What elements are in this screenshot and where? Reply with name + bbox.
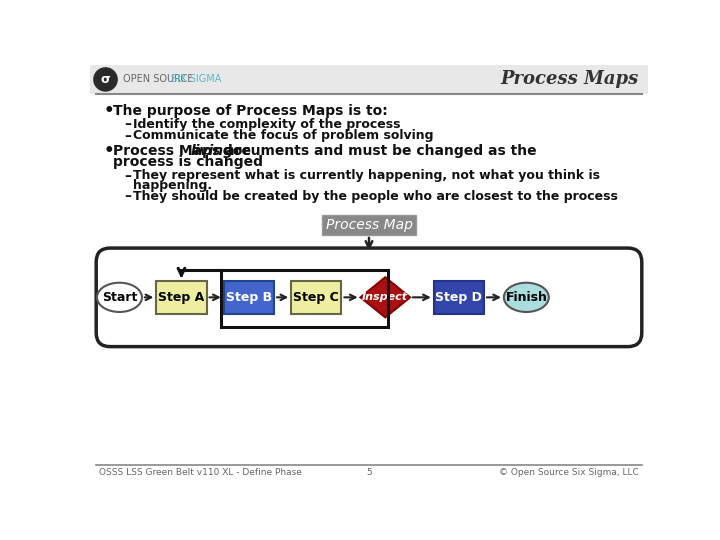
Text: They represent what is currently happening, not what you think is: They represent what is currently happeni…	[133, 169, 600, 182]
Text: living: living	[191, 144, 234, 158]
Text: The purpose of Process Maps is to:: The purpose of Process Maps is to:	[113, 104, 388, 118]
Text: Process Maps: Process Maps	[500, 70, 639, 89]
Text: Step C: Step C	[294, 291, 339, 304]
Text: Inspect: Inspect	[362, 292, 408, 302]
Text: –: –	[124, 168, 131, 183]
Ellipse shape	[97, 283, 142, 312]
FancyBboxPatch shape	[291, 281, 341, 314]
Text: Step A: Step A	[158, 291, 204, 304]
Circle shape	[94, 68, 117, 91]
Text: © Open Source Six Sigma, LLC: © Open Source Six Sigma, LLC	[499, 468, 639, 477]
Text: OPEN SOURCE: OPEN SOURCE	[122, 75, 196, 84]
Text: They should be created by the people who are closest to the process: They should be created by the people who…	[133, 190, 618, 203]
Text: –: –	[124, 190, 131, 204]
Text: Finish: Finish	[505, 291, 547, 304]
Text: Identify the complexity of the process: Identify the complexity of the process	[133, 118, 401, 131]
Text: Step D: Step D	[436, 291, 482, 304]
Text: 5: 5	[366, 468, 372, 477]
Ellipse shape	[504, 283, 549, 312]
FancyBboxPatch shape	[156, 281, 207, 314]
Text: documents and must be changed as the: documents and must be changed as the	[218, 144, 537, 158]
Polygon shape	[361, 278, 410, 318]
Text: process is changed: process is changed	[113, 155, 264, 169]
Text: OSSS LSS Green Belt v110 XL - Define Phase: OSSS LSS Green Belt v110 XL - Define Pha…	[99, 468, 302, 477]
Text: Step B: Step B	[226, 291, 272, 304]
Text: σ: σ	[101, 73, 110, 86]
FancyBboxPatch shape	[433, 281, 484, 314]
Text: Communicate the focus of problem solving: Communicate the focus of problem solving	[133, 129, 434, 142]
FancyBboxPatch shape	[90, 65, 648, 94]
Text: •: •	[104, 102, 114, 120]
FancyBboxPatch shape	[224, 281, 274, 314]
Text: happening.: happening.	[133, 179, 212, 192]
Text: SIX SIGMA: SIX SIGMA	[171, 75, 221, 84]
Text: Start: Start	[102, 291, 137, 304]
Text: –: –	[124, 117, 131, 131]
Text: Process Maps are: Process Maps are	[113, 144, 256, 158]
Text: •: •	[104, 142, 114, 160]
FancyBboxPatch shape	[322, 215, 416, 235]
Text: Process Map: Process Map	[325, 218, 413, 232]
Text: –: –	[124, 129, 131, 143]
